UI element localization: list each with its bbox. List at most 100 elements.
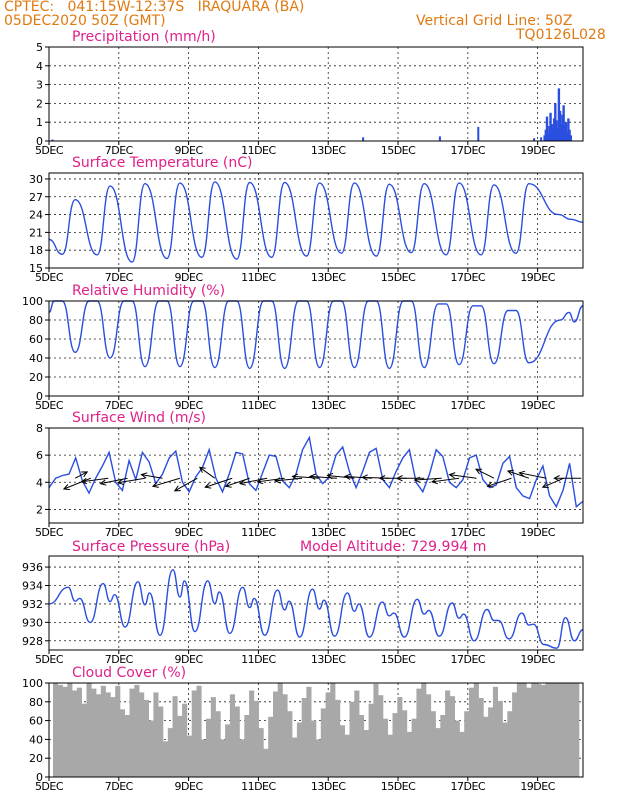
precip-bar xyxy=(545,116,549,141)
cloud-xtick-label: 5DEC xyxy=(35,780,64,793)
precip-xtick-label: 7DEC xyxy=(105,144,134,157)
cloud-xtick-label: 13DEC xyxy=(311,780,346,793)
cloud-bar xyxy=(220,739,226,777)
wind-vector-head xyxy=(361,474,368,481)
cloud-bar xyxy=(469,687,475,777)
pres-ytick-label: 936 xyxy=(22,561,43,574)
pres-xtick-label: 5DEC xyxy=(35,653,64,666)
temp-ytick-label: 21 xyxy=(29,226,43,239)
wind-xtick-label: 5DEC xyxy=(35,526,64,539)
temperature-line xyxy=(48,181,584,263)
rh-ytick-label: 80 xyxy=(29,314,43,327)
rh-ytick-label: 40 xyxy=(29,352,43,365)
cloud-bar xyxy=(134,684,140,777)
cloud-bar xyxy=(306,686,312,777)
cloud-bar xyxy=(507,711,513,777)
wind-xtick-label: 13DEC xyxy=(311,526,346,539)
cloud-bar xyxy=(239,739,245,777)
rh-xtick-label: 19DEC xyxy=(520,399,555,412)
cloud-xtick-label: 11DEC xyxy=(241,780,276,793)
cloud-bar xyxy=(545,683,551,777)
temp-xtick-label: 19DEC xyxy=(520,271,555,284)
cloud-bar xyxy=(564,683,570,777)
cloud-bar xyxy=(473,683,479,777)
precip-xtick-label: 11DEC xyxy=(241,144,276,157)
title-pressure: Surface Pressure (hPa) xyxy=(72,539,231,555)
cloud-bar xyxy=(53,683,59,777)
cloud-bar xyxy=(344,734,350,777)
wind-vector-head xyxy=(541,482,549,489)
wind-vector xyxy=(81,477,109,483)
cloud-bar xyxy=(172,696,178,777)
cloud-bar xyxy=(196,685,202,777)
cloud-bar xyxy=(96,694,102,777)
cloud-bar xyxy=(335,699,341,777)
wind-vector xyxy=(174,477,198,492)
cloud-bar xyxy=(139,692,145,777)
cloud-bar xyxy=(483,716,489,777)
wind-vector-head xyxy=(475,468,482,475)
wind-vector xyxy=(449,474,477,479)
cloud-bar xyxy=(287,711,293,777)
wind-vector xyxy=(257,477,285,483)
cloud-bar xyxy=(201,739,207,777)
cloud-bar xyxy=(516,683,522,777)
cloud-bar xyxy=(143,699,149,777)
temp-xtick-label: 15DEC xyxy=(381,271,416,284)
temp-xtick-label: 7DEC xyxy=(105,271,134,284)
cloud-bar xyxy=(292,737,298,777)
pres-ytick-label: 934 xyxy=(22,579,43,592)
temp-xtick-label: 13DEC xyxy=(311,271,346,284)
wind-vector-head xyxy=(431,477,438,485)
cloud-bar xyxy=(440,715,446,777)
cloud-bar xyxy=(354,690,360,777)
cloud-bar xyxy=(163,741,169,777)
pres-panel: 928 930 932 934 936 5DEC 7DEC 9DEC 11DEC 13DEC 15D… xyxy=(22,555,584,666)
cloud-bar xyxy=(330,683,336,777)
cloud-bar xyxy=(57,684,63,777)
wind-vector xyxy=(225,477,250,487)
precip-bar xyxy=(477,126,480,141)
pres-xtick-label: 9DEC xyxy=(175,653,204,666)
wind-xtick-label: 7DEC xyxy=(105,526,134,539)
cloud-bar xyxy=(559,683,565,777)
cloud-xtick-label: 17DEC xyxy=(451,780,486,793)
cloud-bar xyxy=(67,683,73,777)
precip-xtick-label: 15DEC xyxy=(381,144,416,157)
cloud-bar xyxy=(402,710,408,777)
temp-frame xyxy=(48,172,584,269)
precip-xtick-label: 5DEC xyxy=(35,144,64,157)
cloud-bar xyxy=(100,685,106,777)
wind-vector-head xyxy=(173,485,181,492)
wind-xtick-label: 19DEC xyxy=(520,526,555,539)
wind-vector-head xyxy=(151,481,159,488)
wind-vector xyxy=(240,477,268,485)
cloud-bar xyxy=(148,720,154,777)
wind-vector-head xyxy=(343,473,351,480)
cloud-bar xyxy=(368,703,374,777)
wind-vector xyxy=(141,474,163,479)
precip-xtick-label: 9DEC xyxy=(175,144,204,157)
pres-xtick-label: 17DEC xyxy=(451,653,486,666)
cloud-bar xyxy=(363,730,369,777)
cloud-bar xyxy=(72,690,78,777)
cloud-frame xyxy=(48,682,584,778)
wind-vector-head xyxy=(486,481,494,488)
cloud-bar xyxy=(387,734,393,777)
pres-xtick-label: 15DEC xyxy=(381,653,416,666)
wind-vector-head xyxy=(204,482,212,489)
cloud-bar xyxy=(316,739,322,777)
cloud-bar xyxy=(210,697,216,777)
wind-vector-head xyxy=(239,479,247,486)
cloud-bar xyxy=(301,698,307,777)
header-line-2: 05DEC2020 50Z (GMT) xyxy=(4,13,166,29)
wind-vector-head xyxy=(518,470,526,477)
wind-ytick-label: 4 xyxy=(36,476,43,489)
cloud-bar xyxy=(115,685,121,777)
cloud-bar xyxy=(215,711,221,777)
cloud-bar xyxy=(459,731,465,777)
rh-ytick-label: 100 xyxy=(22,295,43,308)
cloud-ytick-label: 60 xyxy=(29,715,43,728)
wind-vector-head xyxy=(198,466,206,473)
